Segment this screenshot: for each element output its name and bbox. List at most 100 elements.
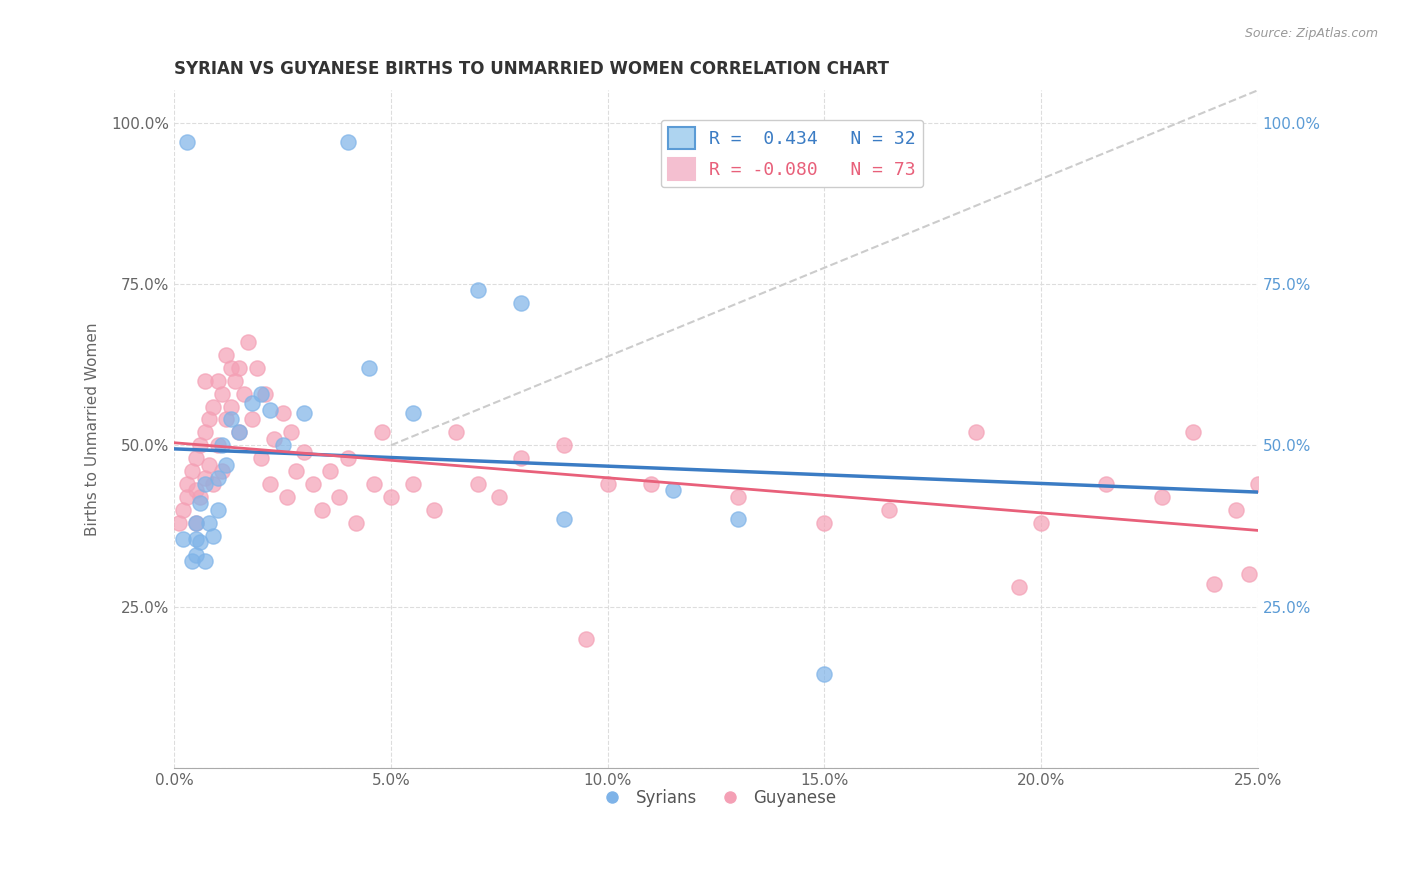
Text: Source: ZipAtlas.com: Source: ZipAtlas.com (1244, 27, 1378, 40)
Guyanese (467, 477, 489, 491)
Syrians (553, 512, 575, 526)
Syrians (198, 516, 221, 530)
Syrians (207, 470, 229, 484)
Guyanese (188, 438, 211, 452)
Guyanese (207, 438, 229, 452)
Guyanese (727, 490, 749, 504)
Guyanese (167, 516, 190, 530)
Guyanese (219, 360, 242, 375)
Syrians (359, 360, 381, 375)
Syrians (194, 554, 217, 568)
Syrians (813, 667, 835, 681)
Syrians (228, 425, 250, 440)
Guyanese (1181, 425, 1204, 440)
Guyanese (401, 477, 423, 491)
Guyanese (198, 412, 221, 426)
Syrians (176, 135, 198, 149)
Guyanese (271, 406, 294, 420)
Guyanese (176, 477, 198, 491)
Syrians (510, 296, 533, 310)
Guyanese (1008, 580, 1031, 594)
Syrians (215, 458, 238, 472)
Guyanese (640, 477, 662, 491)
Guyanese (510, 451, 533, 466)
Guyanese (188, 490, 211, 504)
Guyanese (215, 412, 238, 426)
Guyanese (259, 477, 281, 491)
Guyanese (232, 386, 254, 401)
Guyanese (575, 632, 598, 646)
Guyanese (202, 400, 225, 414)
Syrians (292, 406, 315, 420)
Guyanese (879, 503, 901, 517)
Guyanese (292, 444, 315, 458)
Guyanese (444, 425, 467, 440)
Guyanese (172, 503, 194, 517)
Syrians (180, 554, 202, 568)
Guyanese (1152, 490, 1174, 504)
Syrians (467, 283, 489, 297)
Guyanese (176, 490, 198, 504)
Guyanese (202, 477, 225, 491)
Text: SYRIAN VS GUYANESE BIRTHS TO UNMARRIED WOMEN CORRELATION CHART: SYRIAN VS GUYANESE BIRTHS TO UNMARRIED W… (174, 60, 889, 78)
Guyanese (423, 503, 446, 517)
Guyanese (344, 516, 367, 530)
Guyanese (328, 490, 350, 504)
Syrians (202, 528, 225, 542)
Syrians (184, 548, 207, 562)
Syrians (336, 135, 359, 149)
Guyanese (180, 464, 202, 478)
Syrians (259, 402, 281, 417)
Syrians (184, 532, 207, 546)
Guyanese (194, 470, 217, 484)
Guyanese (207, 374, 229, 388)
Guyanese (184, 451, 207, 466)
Guyanese (1204, 577, 1226, 591)
Guyanese (184, 516, 207, 530)
Guyanese (219, 400, 242, 414)
Guyanese (224, 374, 246, 388)
Syrians (727, 512, 749, 526)
Guyanese (240, 412, 263, 426)
Guyanese (302, 477, 325, 491)
Guyanese (1237, 567, 1260, 582)
Syrians (194, 477, 217, 491)
Guyanese (276, 490, 298, 504)
Guyanese (553, 438, 575, 452)
Syrians (401, 406, 423, 420)
Syrians (240, 396, 263, 410)
Guyanese (596, 477, 619, 491)
Guyanese (246, 360, 269, 375)
Guyanese (380, 490, 402, 504)
Guyanese (371, 425, 394, 440)
Guyanese (1247, 477, 1270, 491)
Guyanese (228, 360, 250, 375)
Guyanese (336, 451, 359, 466)
Syrians (211, 438, 233, 452)
Guyanese (284, 464, 307, 478)
Legend: Syrians, Guyanese: Syrians, Guyanese (589, 782, 844, 814)
Guyanese (194, 425, 217, 440)
Guyanese (1029, 516, 1052, 530)
Syrians (184, 516, 207, 530)
Guyanese (215, 348, 238, 362)
Syrians (188, 535, 211, 549)
Guyanese (488, 490, 510, 504)
Guyanese (194, 374, 217, 388)
Guyanese (211, 464, 233, 478)
Guyanese (363, 477, 385, 491)
Syrians (250, 386, 273, 401)
Syrians (271, 438, 294, 452)
Guyanese (250, 451, 273, 466)
Guyanese (1225, 503, 1247, 517)
Guyanese (319, 464, 342, 478)
Guyanese (236, 334, 259, 349)
Guyanese (280, 425, 302, 440)
Y-axis label: Births to Unmarried Women: Births to Unmarried Women (86, 322, 100, 536)
Guyanese (1095, 477, 1118, 491)
Guyanese (813, 516, 835, 530)
Guyanese (228, 425, 250, 440)
Guyanese (184, 483, 207, 498)
Syrians (661, 483, 683, 498)
Syrians (172, 532, 194, 546)
